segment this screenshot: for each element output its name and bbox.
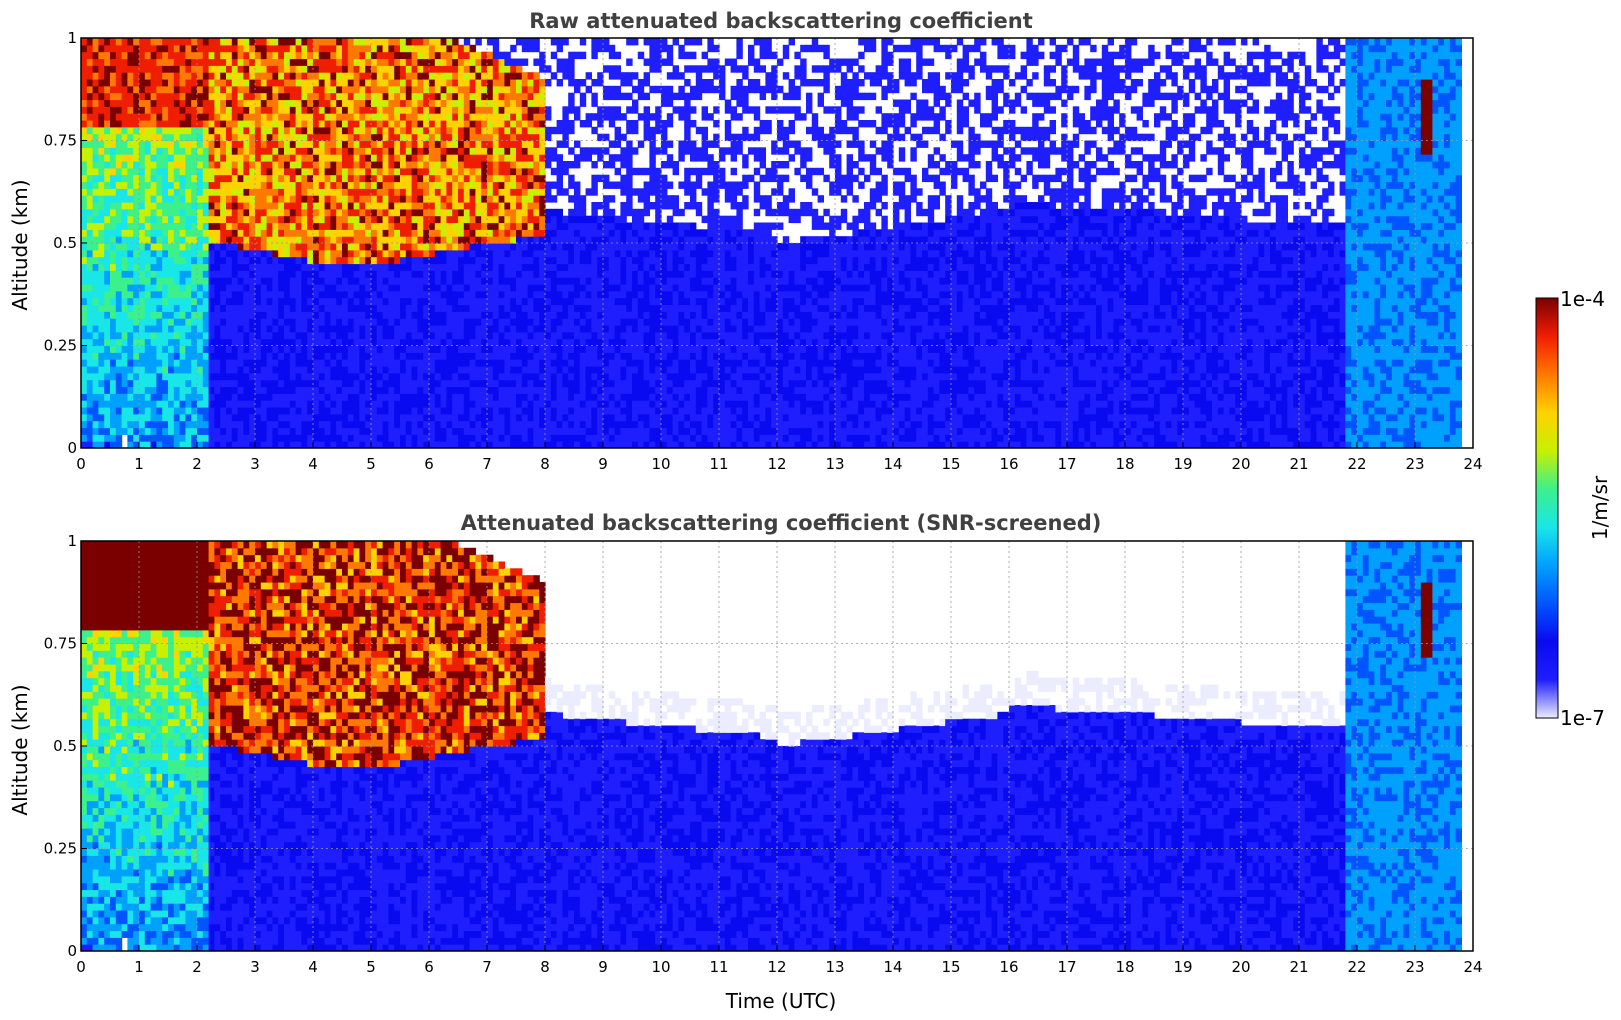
x-tick-label: 23 [1405, 958, 1424, 976]
x-tick-label: 12 [767, 958, 786, 976]
x-tick-label: 11 [709, 455, 728, 473]
x-tick-label: 1 [134, 958, 144, 976]
x-axis-label: Time (UTC) [725, 989, 837, 1013]
x-tick-label: 18 [1115, 958, 1134, 976]
y-tick-label: 0.75 [44, 635, 77, 653]
x-tick-label: 16 [999, 455, 1018, 473]
x-tick-label: 21 [1289, 958, 1308, 976]
x-tick-label: 13 [825, 958, 844, 976]
x-tick-label: 8 [540, 455, 550, 473]
top-x-ticks: 0 1 2 3 4 5 6 7 8 9 10 11 12 13 14 15 16 17 18 19 20 21 22 23 24 [76, 442, 1483, 473]
top-heatmap [81, 38, 1473, 448]
x-tick-label: 0 [76, 958, 86, 976]
x-tick-label: 7 [482, 958, 492, 976]
x-tick-label: 19 [1173, 958, 1192, 976]
colorbar-gradient [1535, 297, 1559, 719]
colorbar: 1e-4 1e-7 1/m/sr [1535, 287, 1612, 730]
bottom-x-ticks: 0 1 2 3 4 5 6 7 8 9 10 11 12 13 14 15 16 17 18 19 20 21 22 23 24 [76, 945, 1483, 976]
x-tick-label: 15 [941, 958, 960, 976]
x-tick-label: 24 [1463, 958, 1482, 976]
x-tick-label: 2 [192, 455, 202, 473]
x-tick-label: 10 [651, 455, 670, 473]
x-tick-label: 24 [1463, 455, 1482, 473]
y-tick-label: 0.25 [44, 840, 77, 858]
x-tick-label: 10 [651, 958, 670, 976]
x-tick-label: 7 [482, 455, 492, 473]
colorbar-min-label: 1e-7 [1560, 706, 1605, 730]
x-tick-label: 22 [1347, 958, 1366, 976]
x-tick-label: 9 [598, 958, 608, 976]
x-tick-label: 4 [308, 455, 318, 473]
bottom-panel: Attenuated backscattering coefficient (S… [8, 511, 1483, 1013]
x-tick-label: 14 [883, 455, 902, 473]
x-tick-label: 3 [250, 958, 260, 976]
top-chart-title: Raw attenuated backscattering coefficien… [529, 9, 1033, 33]
top-y-axis-label: Altitude (km) [8, 179, 32, 310]
y-tick-label: 0.5 [53, 737, 77, 755]
x-tick-label: 1 [134, 455, 144, 473]
x-tick-label: 3 [250, 455, 260, 473]
y-tick-label: 1 [67, 29, 77, 47]
x-tick-label: 0 [76, 455, 86, 473]
y-tick-label: 0 [67, 439, 77, 457]
x-tick-label: 9 [598, 455, 608, 473]
x-tick-label: 23 [1405, 455, 1424, 473]
x-tick-label: 21 [1289, 455, 1308, 473]
bottom-y-axis-label: Altitude (km) [8, 684, 32, 815]
colorbar-label: 1/m/sr [1588, 475, 1612, 540]
x-tick-label: 5 [366, 958, 376, 976]
bottom-chart-title: Attenuated backscattering coefficient (S… [461, 511, 1102, 535]
top-panel: Raw attenuated backscattering coefficien… [8, 9, 1483, 473]
x-tick-label: 4 [308, 958, 318, 976]
y-tick-label: 1 [67, 532, 77, 550]
x-tick-label: 5 [366, 455, 376, 473]
x-tick-label: 20 [1231, 958, 1250, 976]
y-tick-label: 0 [67, 942, 77, 960]
x-tick-label: 12 [767, 455, 786, 473]
bottom-y-ticks: 0 0.25 0.5 0.75 1 [44, 532, 87, 960]
top-y-ticks: 0 0.25 0.5 0.75 1 [44, 29, 87, 457]
x-tick-label: 18 [1115, 455, 1134, 473]
y-tick-label: 0.25 [44, 337, 77, 355]
colorbar-max-label: 1e-4 [1560, 287, 1605, 311]
x-tick-label: 20 [1231, 455, 1250, 473]
x-tick-label: 19 [1173, 455, 1192, 473]
y-tick-label: 0.5 [53, 234, 77, 252]
x-tick-label: 14 [883, 958, 902, 976]
x-tick-label: 15 [941, 455, 960, 473]
x-tick-label: 17 [1057, 958, 1076, 976]
x-tick-label: 8 [540, 958, 550, 976]
x-tick-label: 13 [825, 455, 844, 473]
x-tick-label: 17 [1057, 455, 1076, 473]
y-tick-label: 0.75 [44, 132, 77, 150]
x-tick-label: 6 [424, 455, 434, 473]
x-tick-label: 6 [424, 958, 434, 976]
x-tick-label: 11 [709, 958, 728, 976]
x-tick-label: 22 [1347, 455, 1366, 473]
x-tick-label: 2 [192, 958, 202, 976]
x-tick-label: 16 [999, 958, 1018, 976]
